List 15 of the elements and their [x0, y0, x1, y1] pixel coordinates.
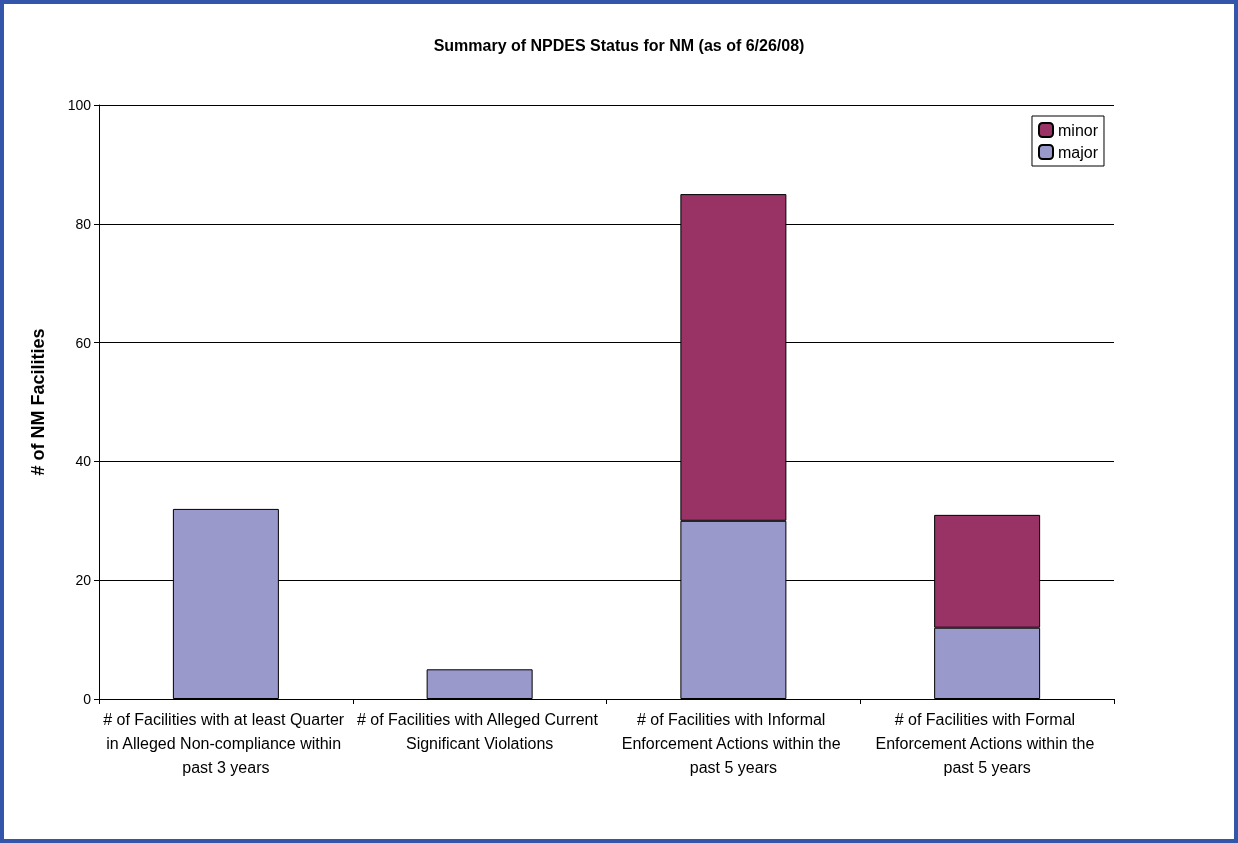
y-tick-label: 100 — [67, 97, 92, 113]
x-tick-label: # of Facilities with Formal Enforcement Actions within the past 5 years — [875, 710, 1099, 776]
y-tick-label: 80 — [75, 215, 92, 232]
legend-label: major — [1057, 143, 1099, 161]
y-tick-label: 40 — [75, 453, 92, 470]
x-tick-label: # of Facilities with at least Quarter in Alleged Non-compliance within past 3 years — [103, 710, 349, 776]
bar — [426, 669, 533, 699]
x-tick-label: # of Facilities with Alleged Current Significant Violations — [356, 710, 603, 752]
chart-title: Summary of NPDES Status for NM (as of 6/26/08) — [433, 36, 805, 54]
y-tick-label: 0 — [83, 691, 92, 707]
y-axis-title: # of NM Facilities — [28, 328, 48, 476]
y-tick-label: 60 — [75, 334, 92, 351]
legend-label: minor — [1057, 121, 1099, 139]
x-tick-label: # of Facilities with Informal Enforcement Actions within the past 5 years — [621, 710, 845, 776]
y-tick-label: 20 — [75, 572, 92, 589]
